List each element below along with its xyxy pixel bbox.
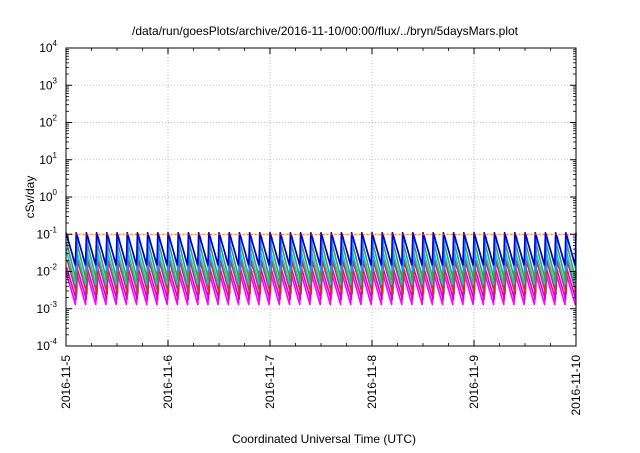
- chart-title: /data/run/goesPlots/archive/2016-11-10/0…: [132, 24, 519, 38]
- y-tick-label: 10-1: [37, 225, 58, 241]
- y-axis-label: cSv/day: [23, 176, 37, 219]
- x-tick-label: 2016-11-8: [365, 355, 379, 409]
- x-tick-label: 2016-11-10: [569, 355, 583, 416]
- y-axis: 10-4 10-3 10-2 10-1 100 101 102 103 104: [37, 39, 576, 353]
- y-tick-label: 101: [39, 151, 57, 167]
- x-axis: 2016-11-5 2016-11-6 2016-11-7 2016-11-8 2016…: [59, 48, 583, 416]
- x-tick-label: 2016-11-9: [467, 355, 481, 409]
- x-axis-label: Coordinated Universal Time (UTC): [232, 432, 416, 446]
- series-line-3: [66, 259, 577, 295]
- series-lines: [65, 231, 577, 306]
- x-tick-label: 2016-11-6: [161, 355, 175, 409]
- y-tick-label: 10-3: [37, 300, 58, 316]
- x-tick-label: 2016-11-5: [59, 355, 73, 409]
- series-line-7: [65, 231, 577, 266]
- y-tick-label: 102: [39, 114, 57, 130]
- y-tick-label: 100: [39, 188, 57, 204]
- y-tick-label: 10-4: [37, 337, 58, 353]
- y-tick-label: 104: [39, 39, 57, 55]
- x-tick-label: 2016-11-7: [263, 355, 277, 409]
- y-tick-label: 103: [39, 76, 57, 92]
- y-tick-label: 10-2: [37, 263, 58, 279]
